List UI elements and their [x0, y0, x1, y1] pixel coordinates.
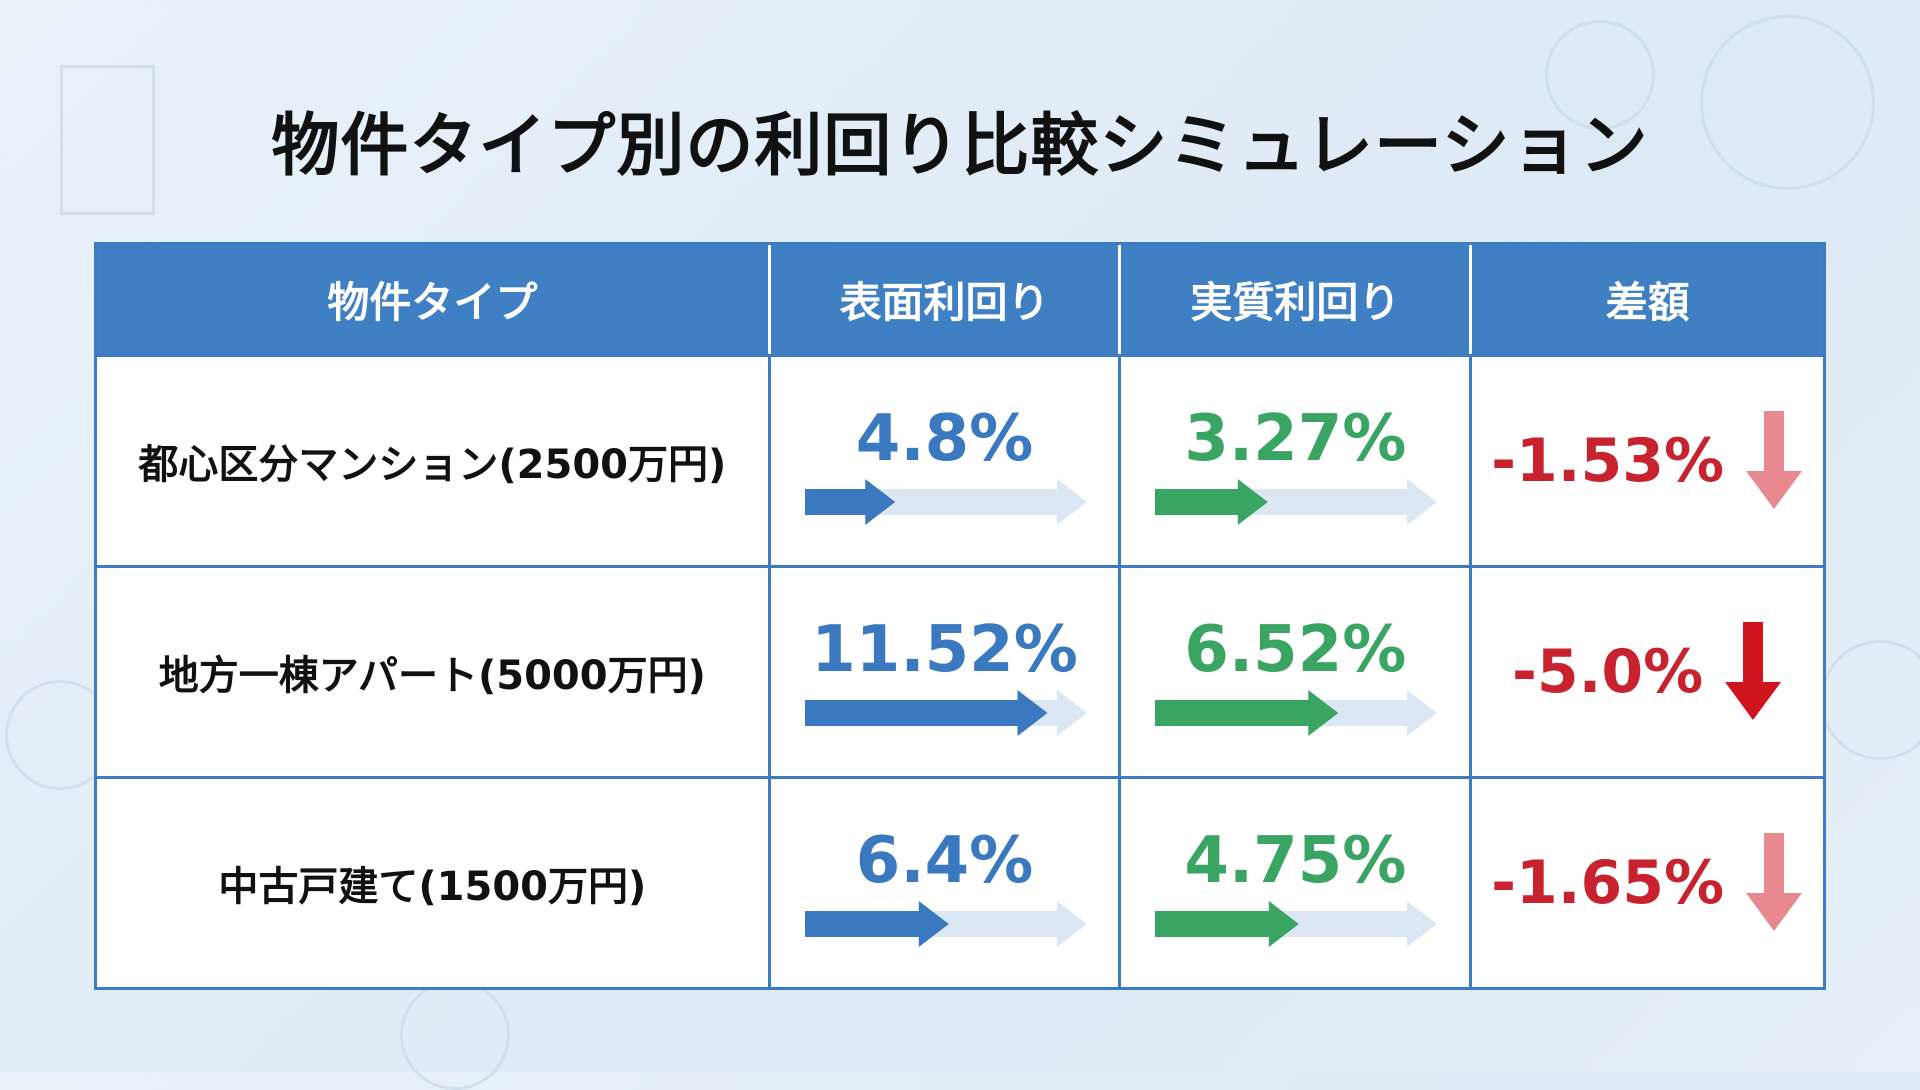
real-yield-cell: 3.27% [1118, 357, 1469, 565]
property-type-cell: 中古戸建て(1500万円) [97, 779, 768, 987]
property-type: 都心区分マンション(2500万円) [138, 442, 727, 488]
arrow-fill [1155, 690, 1339, 736]
arrow-fill [804, 901, 949, 947]
decorative-circle [1700, 15, 1875, 190]
page-title: 物件タイプ別の利回り比較シミュレーション [271, 107, 1649, 186]
decorative-circle [1820, 640, 1920, 760]
real-yield-value: 4.75% [1184, 824, 1407, 898]
table-row: 地方一棟アパート(5000万円) 11.52% 6.52% -5.0% [97, 565, 1823, 776]
difference-cell: -1.65% [1469, 779, 1823, 987]
arrow-fill [804, 479, 895, 525]
difference-cell: -1.53% [1469, 357, 1823, 565]
header-surface-yield: 表面利回り [767, 245, 1119, 354]
yield-arrow-bar [1155, 690, 1438, 736]
decorative-circle [400, 980, 510, 1090]
arrow-fill [804, 690, 1048, 736]
yield-arrow-bar [1155, 901, 1438, 947]
table-header-row: 物件タイプ 表面利回り 実質利回り 差額 [97, 245, 1823, 354]
real-yield-cell: 4.75% [1118, 779, 1469, 987]
yield-arrow-bar [1155, 479, 1438, 525]
surface-yield-cell: 6.4% [767, 779, 1119, 987]
table-row: 中古戸建て(1500万円) 6.4% 4.75% -1.65% [97, 776, 1823, 987]
real-yield-value: 3.27% [1184, 402, 1407, 476]
header-difference: 差額 [1469, 245, 1823, 354]
yield-comparison-table: 物件タイプ 表面利回り 実質利回り 差額 都心区分マンション(2500万円) 4… [94, 242, 1826, 990]
table-row: 都心区分マンション(2500万円) 4.8% 3.27% -1.53% [97, 354, 1823, 565]
yield-arrow-bar [804, 690, 1087, 736]
surface-yield-value: 4.8% [855, 402, 1034, 476]
difference-value: -1.65% [1491, 848, 1725, 918]
down-arrow-icon [1725, 622, 1782, 720]
surface-yield-cell: 4.8% [767, 357, 1119, 565]
header-property-type: 物件タイプ [327, 278, 538, 327]
real-yield-cell: 6.52% [1118, 568, 1469, 776]
down-arrow-icon [1746, 833, 1803, 931]
building-icon [60, 65, 155, 215]
yield-arrow-bar [804, 479, 1087, 525]
down-arrow-icon [1746, 411, 1803, 509]
arrow-fill [1155, 479, 1269, 525]
difference-value: -1.53% [1491, 426, 1725, 496]
surface-yield-value: 11.52% [811, 613, 1078, 687]
property-type-cell: 地方一棟アパート(5000万円) [97, 568, 768, 776]
surface-yield-cell: 11.52% [767, 568, 1119, 776]
decorative-circle [1545, 20, 1655, 130]
yield-arrow-bar [804, 901, 1087, 947]
surface-yield-value: 6.4% [855, 824, 1034, 898]
arrow-fill [1155, 901, 1300, 947]
header-real-yield: 実質利回り [1118, 245, 1469, 354]
real-yield-value: 6.52% [1184, 613, 1407, 687]
difference-value: -5.0% [1511, 637, 1704, 707]
property-type: 中古戸建て(1500万円) [218, 864, 647, 910]
property-type-cell: 都心区分マンション(2500万円) [97, 357, 768, 565]
difference-cell: -5.0% [1469, 568, 1823, 776]
property-type: 地方一棟アパート(5000万円) [158, 653, 706, 699]
